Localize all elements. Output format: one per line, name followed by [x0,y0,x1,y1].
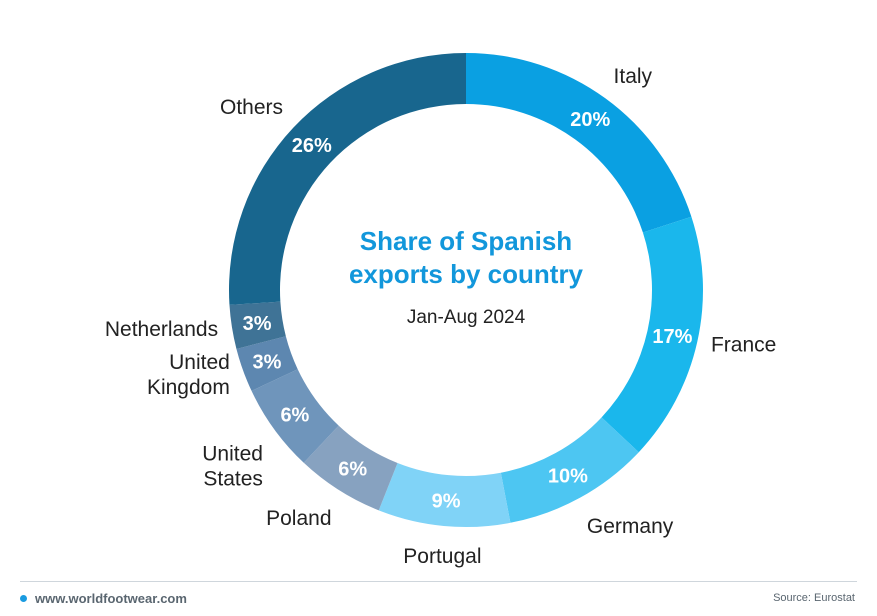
value-label-germany: 10% [548,465,588,487]
value-label-united-states: 6% [280,404,309,426]
category-label-germany: Germany [587,515,674,538]
slice-poland [303,425,398,511]
value-label-united-kingdom: 3% [253,352,282,374]
bullet-dot-icon [20,594,27,602]
value-label-portugal: 9% [432,491,461,513]
chart-subtitle: Jan-Aug 2024 [407,307,526,328]
chart-title-line2: exports by country [349,259,584,289]
slice-portugal [378,462,511,527]
footer: www.worldfootwear.com Source: Eurostat [20,588,855,608]
footer-brand: www.worldfootwear.com [20,591,187,606]
source-note: Source: Eurostat [773,592,855,604]
slice-united-kingdom [236,336,298,391]
value-label-others: 26% [292,135,332,157]
slice-germany [500,417,639,523]
slice-france [601,216,703,453]
category-label-italy: Italy [614,65,653,88]
category-label-others: Others [220,96,283,119]
category-label-netherlands: Netherlands [105,318,218,341]
category-label-portugal: Portugal [403,545,481,568]
value-label-netherlands: 3% [243,313,272,335]
donut-slices [229,53,703,527]
category-label-united-states: United States [202,443,263,491]
value-label-poland: 6% [338,459,367,481]
value-labels: 20% 17% 10% 9% 6% 6% 3% 3% 26% [243,109,693,513]
value-label-france: 17% [652,326,692,348]
category-label-france: France [711,333,776,356]
value-label-italy: 20% [570,109,610,131]
slice-united-states [251,369,339,463]
brand-url: www.worldfootwear.com [35,590,187,606]
donut-chart: 20% 17% 10% 9% 6% 6% 3% 3% 26% Italy France German… [105,53,776,568]
footer-divider [20,581,857,582]
slice-netherlands [229,301,286,349]
category-label-united-kingdom: United Kingdom [147,351,230,399]
chart-title-line1: Share of Spanish [360,226,572,256]
slice-italy [466,53,692,233]
slice-others [229,53,466,305]
category-label-poland: Poland [266,507,331,530]
